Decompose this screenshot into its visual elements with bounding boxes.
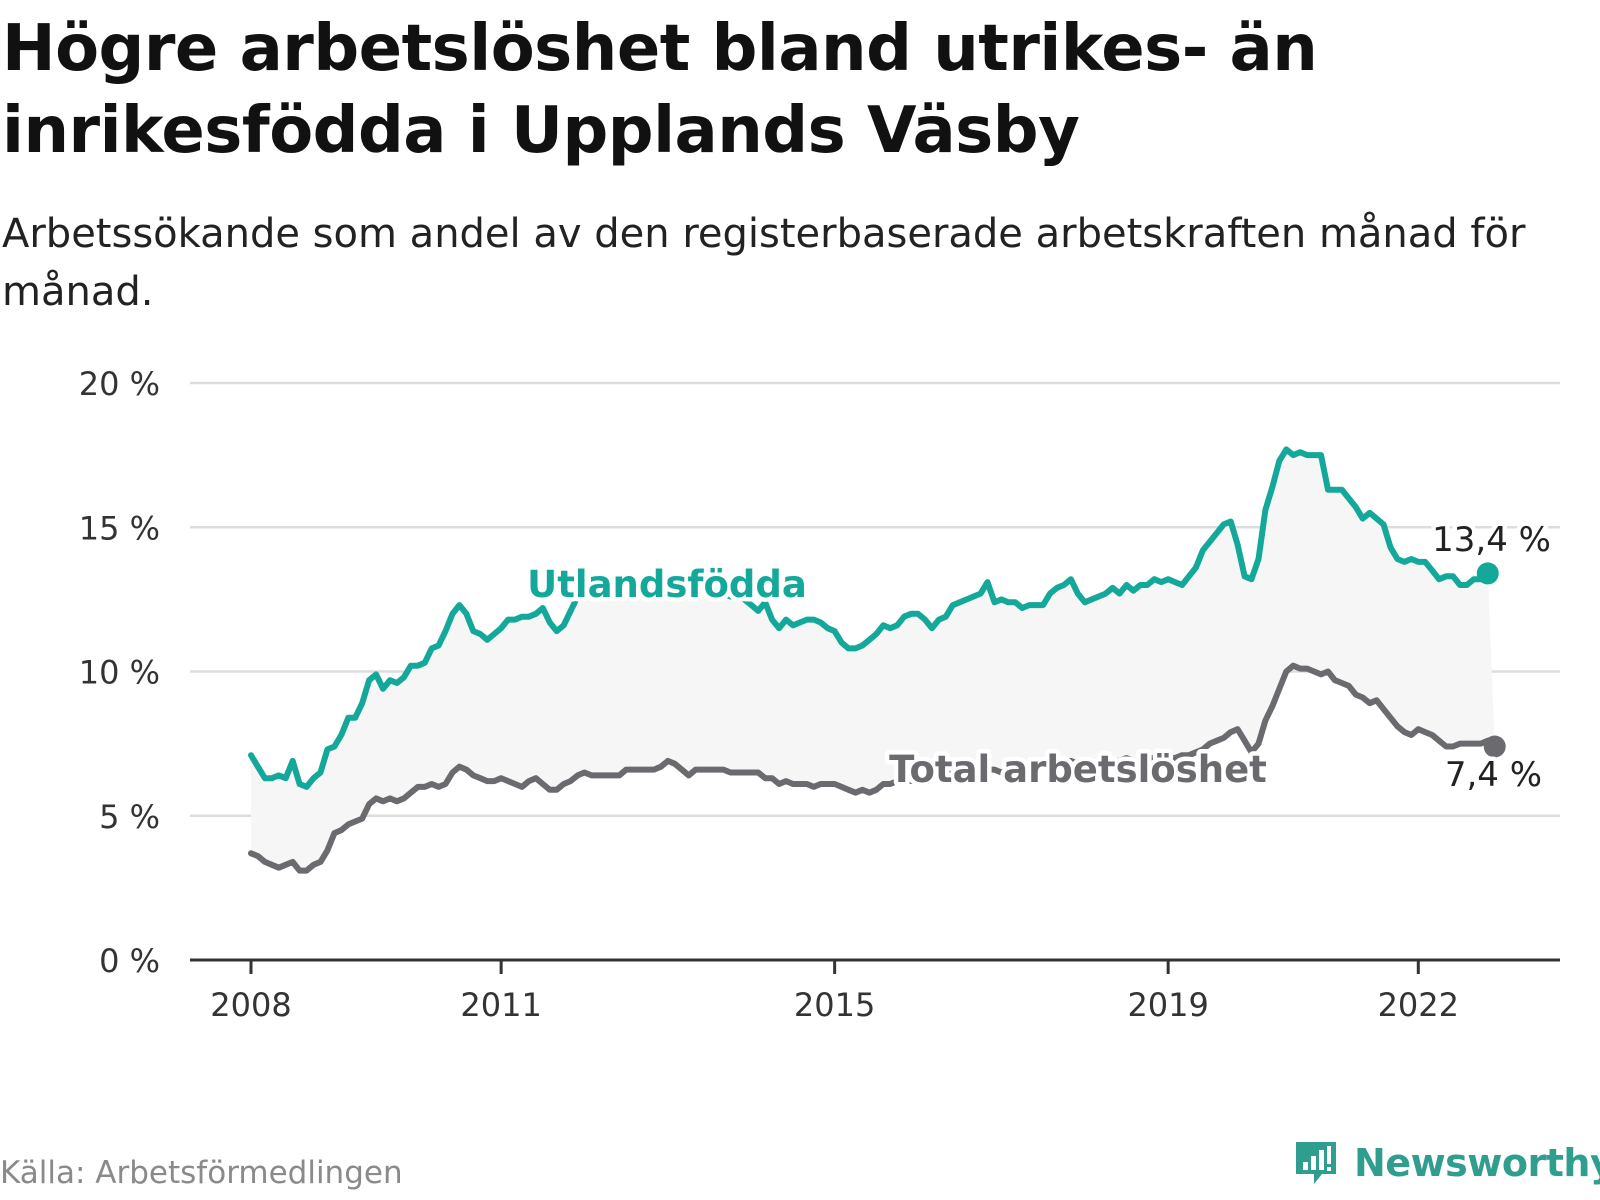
x-tick-label: 2022 <box>1378 986 1459 1024</box>
y-tick-label: 15 % <box>79 509 160 547</box>
gap-band <box>251 449 1495 871</box>
series-labels: Utlandsfödda Total arbetslöshet 13,4 % 7,4 … <box>523 516 1556 800</box>
series-line-foreign-born <box>248 446 1491 790</box>
x-tick-label: 2011 <box>460 986 541 1024</box>
source-note: Källa: Arbetsförmedlingen <box>0 1155 403 1191</box>
series-label-total: Total arbetslöshet <box>889 748 1267 791</box>
y-tick-label: 20 % <box>79 365 160 403</box>
brand-logo[interactable]: Newsworthy <box>1292 1138 1600 1188</box>
chart-title: Högre arbetslöshet bland utrikes- än inr… <box>2 12 1318 168</box>
chart-subtitle: Arbetssökande som andel av den registerb… <box>2 211 1526 315</box>
x-tick-label: 2008 <box>210 986 291 1024</box>
x-tick-label: 2015 <box>794 986 875 1024</box>
end-value-total: 7,4 % <box>1445 755 1542 795</box>
series-lines <box>248 446 1506 874</box>
x-tick-label: 2019 <box>1127 986 1208 1024</box>
line-chart: 0 % 5 % 10 % 15 % 20 % 2008 2011 2015 2019 2022 U… <box>79 365 1560 1024</box>
series-endpoint-total <box>1483 735 1506 758</box>
newsworthy-logo-icon <box>1296 1142 1336 1184</box>
series-line-total <box>248 662 1498 874</box>
series-endpoint-foreign-born <box>1476 562 1499 585</box>
gap-band-area <box>251 449 1495 871</box>
axes: 0 % 5 % 10 % 15 % 20 % 2008 2011 2015 2019 2022 <box>79 365 1560 1024</box>
y-tick-label: 10 % <box>79 654 160 692</box>
y-tick-label: 5 % <box>99 798 160 836</box>
series-label-foreign-born: Utlandsfödda <box>527 563 807 606</box>
brand-name: Newsworthy <box>1354 1141 1600 1185</box>
y-tick-label: 0 % <box>99 942 160 980</box>
end-value-foreign-born: 13,4 % <box>1432 520 1551 560</box>
